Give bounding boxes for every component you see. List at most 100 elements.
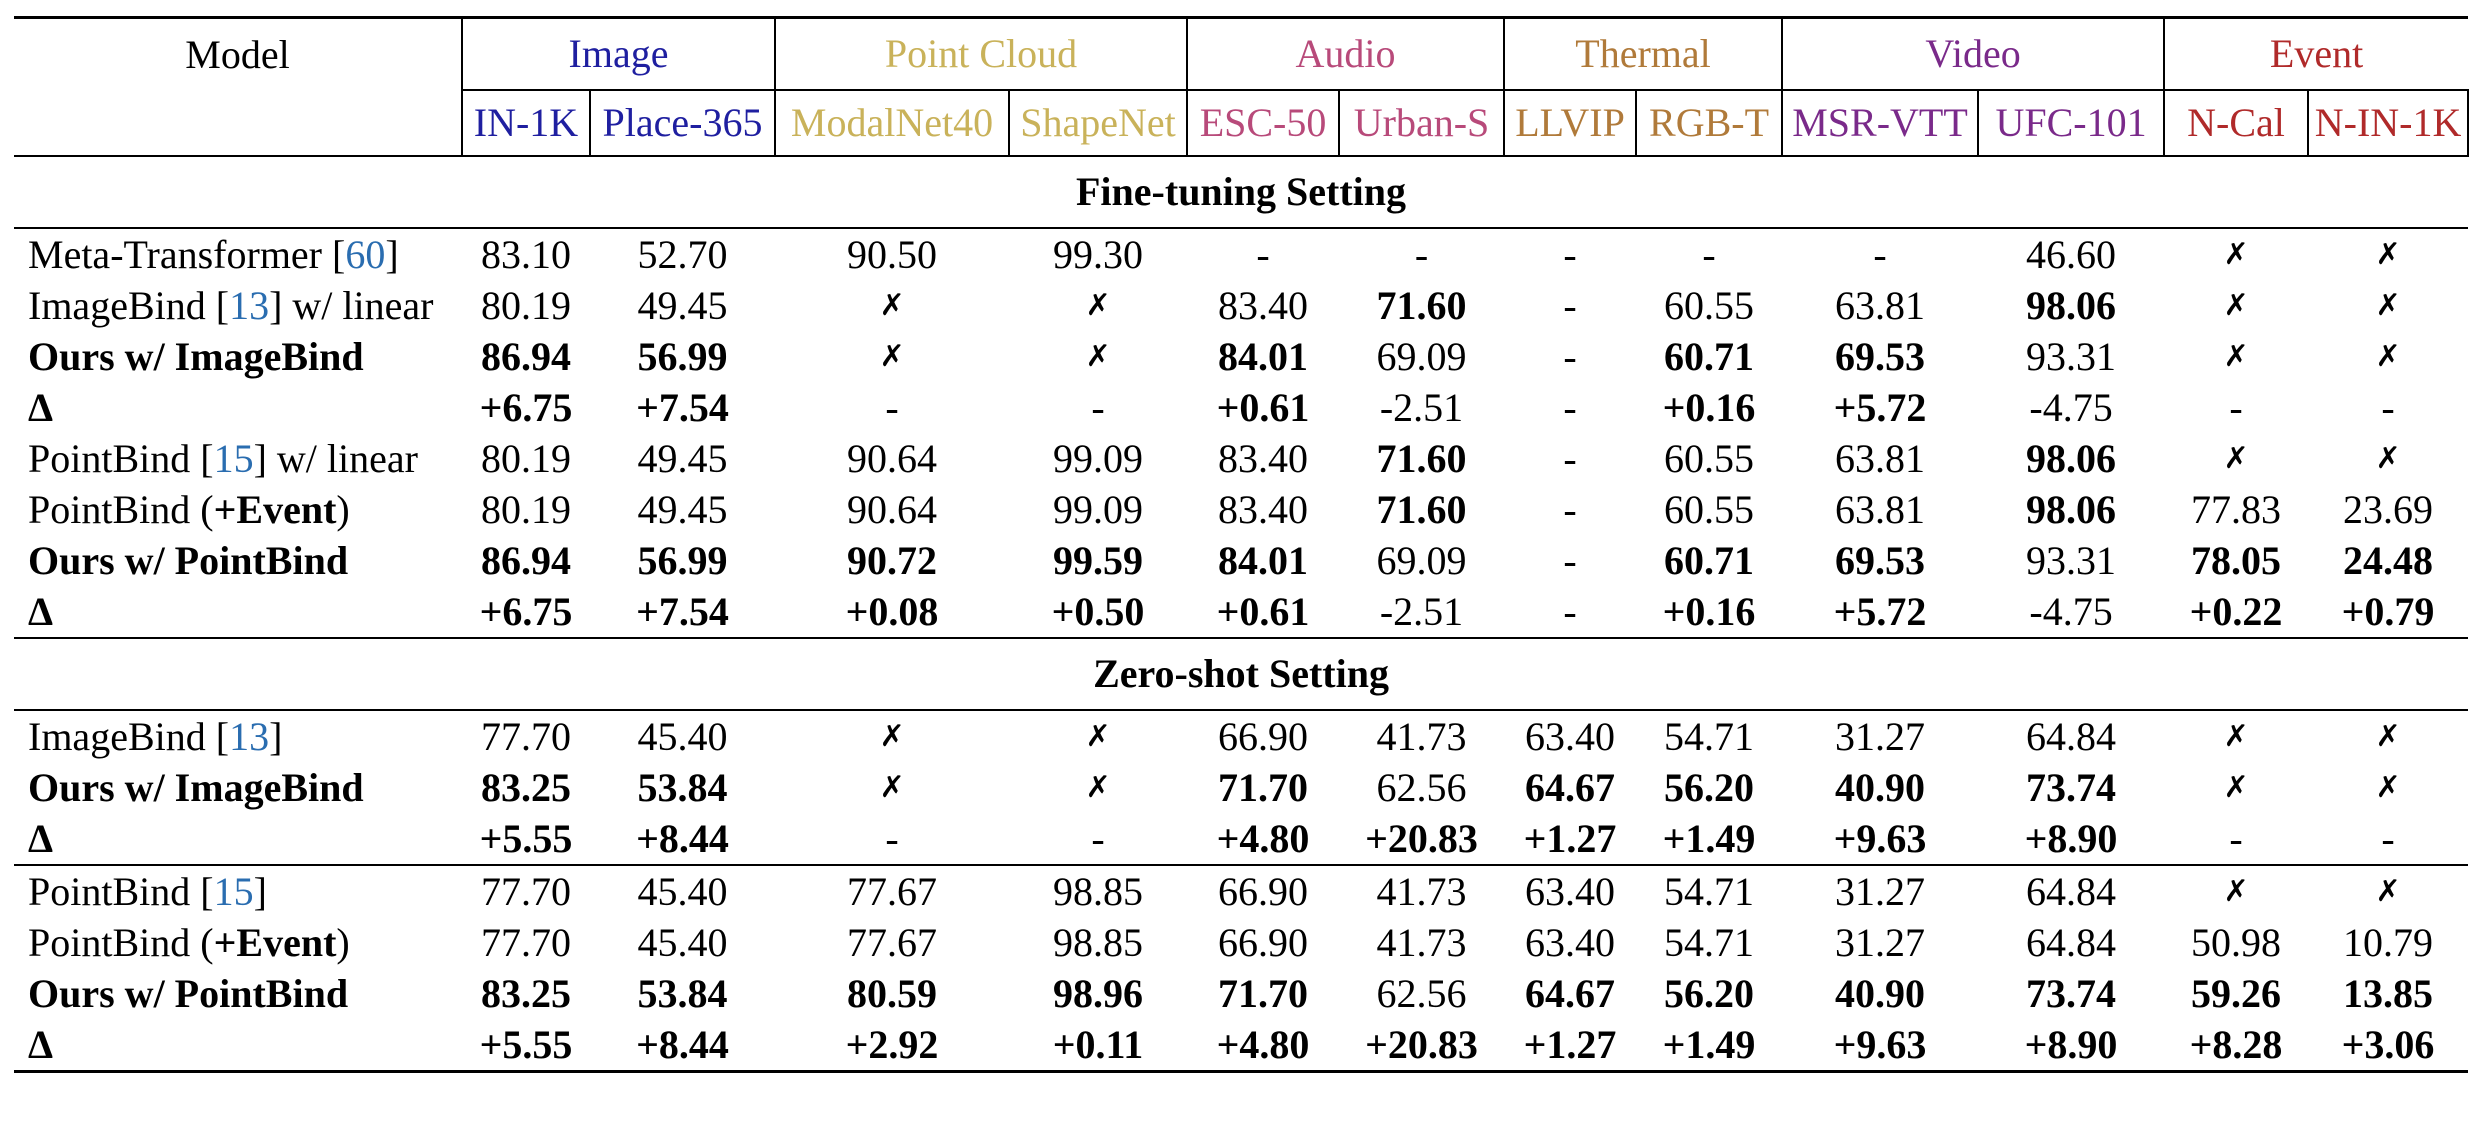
cell-n-cal: 50.98 xyxy=(2191,919,2282,965)
cell-msr-vtt: 63.81 xyxy=(1835,486,1926,532)
cell-n-cal: ✗ xyxy=(2223,440,2249,476)
col-llvip: LLVIP xyxy=(1503,90,1637,157)
citation-link[interactable]: 13 xyxy=(229,713,270,759)
group-point-cloud: Point Cloud xyxy=(774,16,1188,91)
cell-n-cal: +0.22 xyxy=(2189,588,2283,634)
cell-urban-s: 69.09 xyxy=(1376,537,1467,583)
cell-esc-50: - xyxy=(1256,231,1270,277)
cell-place-365: 56.99 xyxy=(637,537,728,583)
cell-rgb-t: 56.20 xyxy=(1664,970,1755,1016)
cell-rgb-t: - xyxy=(1702,231,1716,277)
cell-modalnet40: +2.92 xyxy=(775,1019,1010,1073)
citation-link[interactable]: 15 xyxy=(213,435,254,481)
cell-ufc-101: 98.06 xyxy=(2026,282,2117,328)
cell-esc-50: 71.70 xyxy=(1218,764,1309,810)
cell-shapenet: 98.85 xyxy=(1009,864,1188,917)
section-header-row: Zero-shot Setting xyxy=(14,637,2469,711)
cell-llvip: 63.40 xyxy=(1525,919,1616,965)
cell-rgb-t: 60.55 xyxy=(1664,435,1755,481)
cell-in-1k: +5.55 xyxy=(479,815,573,861)
model-name: Ours w/ PointBind xyxy=(14,535,462,586)
cell-shapenet: - xyxy=(1091,815,1105,861)
citation-link[interactable]: 60 xyxy=(345,231,386,277)
col-msr-vtt: MSR-VTT xyxy=(1781,90,1979,157)
table-row: Δ +6.75 +7.54 +0.08 +0.50 +0.61 -2.51 - +0.16 +5.… xyxy=(14,586,2468,638)
cell-shapenet: 99.30 xyxy=(1053,231,1144,277)
cell-rgb-t: +1.49 xyxy=(1662,815,1756,861)
cell-n-cal: 59.26 xyxy=(2191,970,2282,1016)
cell-urban-s: +20.83 xyxy=(1365,815,1478,861)
cell-msr-vtt: +9.63 xyxy=(1782,1019,1979,1073)
cell-rgb-t: 54.71 xyxy=(1664,919,1755,965)
cell-place-365: 53.84 xyxy=(637,764,728,810)
cell-place-365: +8.44 xyxy=(590,1019,776,1073)
cell-n-in-1k: 24.48 xyxy=(2343,537,2434,583)
cell-in-1k: 80.19 xyxy=(481,435,571,481)
model-name-suffix: ) xyxy=(336,919,350,965)
model-name: PointBind [15] xyxy=(14,864,462,917)
cell-rgb-t: 60.55 xyxy=(1664,486,1755,532)
table-row: ImageBind [13] w/ linear 80.19 49.45 ✗ ✗ 83.4… xyxy=(14,280,2468,331)
cell-place-365: +7.54 xyxy=(636,588,729,634)
cell-rgb-t: 60.55 xyxy=(1664,282,1755,328)
cell-n-cal: +8.28 xyxy=(2164,1019,2309,1073)
cell-msr-vtt: 31.27 xyxy=(1835,919,1926,965)
model-name-suffix: ] xyxy=(385,231,399,277)
cell-shapenet: ✗ xyxy=(1085,769,1111,805)
table-row: ImageBind [13] 77.70 45.40 ✗ ✗ 66.90 41.73 63.4… xyxy=(14,710,2468,762)
cell-msr-vtt: 31.27 xyxy=(1782,864,1979,917)
cell-esc-50: +0.61 xyxy=(1216,384,1310,430)
cell-rgb-t: 56.20 xyxy=(1664,764,1755,810)
cell-shapenet: +0.11 xyxy=(1009,1019,1188,1073)
results-table-container: Model Image Point Cloud Audio Thermal Vi… xyxy=(14,16,2470,1073)
cell-modalnet40: 77.67 xyxy=(775,864,1010,917)
table-row: Δ +6.75 +7.54 - - +0.61 -2.51 - +0.16 +5.72 -4.75 -… xyxy=(14,382,2468,433)
cell-llvip: 64.67 xyxy=(1525,970,1616,1016)
col-esc-50: ESC-50 xyxy=(1186,90,1340,157)
cell-urban-s: 41.73 xyxy=(1376,713,1467,759)
cell-msr-vtt: +5.72 xyxy=(1833,588,1927,634)
cell-n-cal: - xyxy=(2229,384,2243,430)
cell-in-1k: +5.55 xyxy=(462,1019,590,1073)
model-header: Model xyxy=(14,16,462,90)
table-header: Model Image Point Cloud Audio Thermal Vi… xyxy=(14,16,2470,157)
cell-shapenet: 99.09 xyxy=(1053,486,1144,532)
table-row: Ours w/ PointBind 86.94 56.99 90.72 99.59 84.… xyxy=(14,535,2468,586)
cell-place-365: +8.44 xyxy=(636,815,729,861)
group-event: Event xyxy=(2163,16,2469,91)
cell-msr-vtt: 40.90 xyxy=(1835,970,1926,1016)
model-name: PointBind (+Event) xyxy=(14,484,462,535)
cell-llvip: 63.40 xyxy=(1525,713,1616,759)
table-row: PointBind (+Event) 77.70 45.40 77.67 98.85 66… xyxy=(14,917,2468,968)
cell-shapenet: ✗ xyxy=(1085,287,1111,323)
cell-shapenet: 99.09 xyxy=(1053,435,1144,481)
cell-esc-50: +4.80 xyxy=(1216,815,1310,861)
col-modalnet40: ModalNet40 xyxy=(774,90,1010,157)
cell-llvip: - xyxy=(1563,282,1577,328)
cell-modalnet40: ✗ xyxy=(879,338,905,374)
cell-urban-s: 41.73 xyxy=(1376,919,1467,965)
cell-urban-s: 71.60 xyxy=(1376,486,1467,532)
model-name-text: PointBind ( xyxy=(28,486,214,532)
cell-modalnet40: ✗ xyxy=(879,769,905,805)
citation-link[interactable]: 15 xyxy=(213,868,254,914)
cell-n-in-1k: 23.69 xyxy=(2343,486,2434,532)
cell-n-in-1k: ✗ xyxy=(2308,864,2469,917)
model-name: ImageBind [13] w/ linear xyxy=(14,280,462,331)
model-name-modality: +Event xyxy=(213,486,337,532)
cell-esc-50: 83.40 xyxy=(1218,435,1309,481)
model-name-text: Δ xyxy=(28,815,54,861)
cell-llvip: - xyxy=(1563,333,1577,379)
cell-place-365: 56.99 xyxy=(637,333,728,379)
cell-msr-vtt: +9.63 xyxy=(1833,815,1927,861)
citation-link[interactable]: 13 xyxy=(229,282,270,328)
group-image: Image xyxy=(460,16,776,91)
col-place-365: Place-365 xyxy=(588,90,776,157)
cell-esc-50: 83.40 xyxy=(1218,486,1309,532)
cell-llvip: - xyxy=(1563,384,1577,430)
cell-place-365: 45.40 xyxy=(637,713,728,759)
group-video: Video xyxy=(1781,16,2165,91)
cell-ufc-101: 73.74 xyxy=(2026,764,2117,810)
cell-llvip: - xyxy=(1563,588,1577,634)
cell-shapenet: - xyxy=(1091,384,1105,430)
